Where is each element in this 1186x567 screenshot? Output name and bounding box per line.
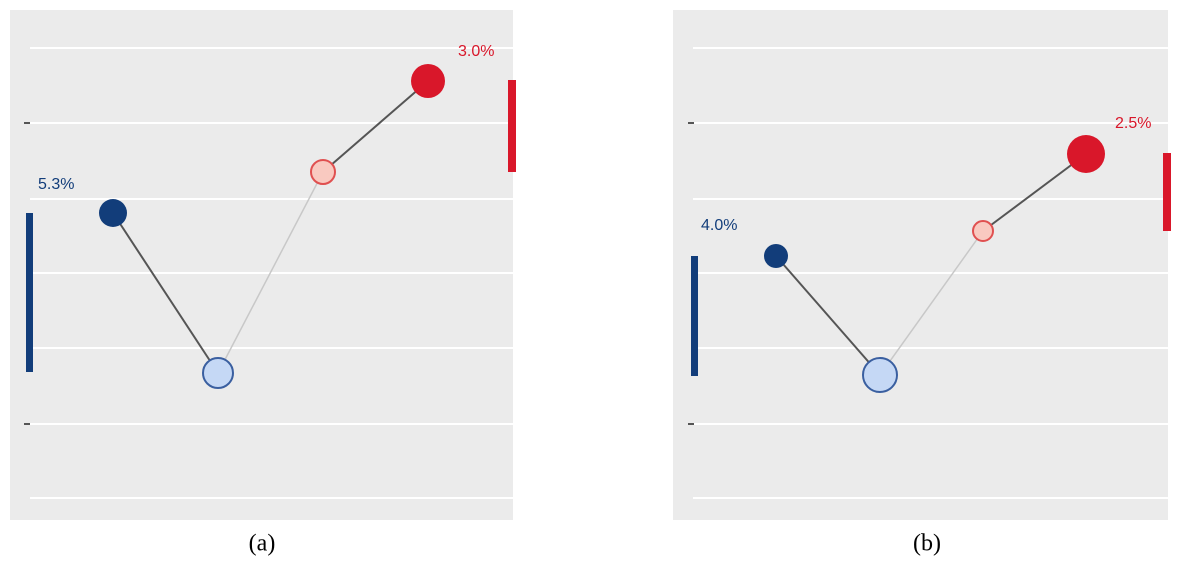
point [202,357,234,389]
panel-b: 4.0% 2.5% (b) [673,10,1171,557]
point [99,199,127,227]
caption: (a) [249,531,276,557]
connector [322,80,429,173]
right-label: 3.0% [458,43,494,60]
point [862,357,898,393]
panel-a: 5.3% 3.0% (a) [10,10,516,557]
connector [112,212,219,374]
grid [693,47,1168,499]
right-label: 2.5% [1115,115,1151,132]
right-bar [508,80,516,172]
point [411,64,445,98]
right-bar [1163,153,1171,231]
point [1067,135,1105,173]
left-bar [691,256,698,376]
point [310,159,336,185]
point [764,244,788,268]
connector [217,171,324,374]
point [972,220,994,242]
left-bar [26,213,33,372]
grid [30,47,513,499]
caption: (b) [913,531,941,557]
connector [982,153,1087,232]
left-label: 5.3% [38,176,74,193]
panel-background [673,10,1168,520]
connector [775,255,881,376]
connector [879,230,984,376]
left-label: 4.0% [701,217,737,234]
